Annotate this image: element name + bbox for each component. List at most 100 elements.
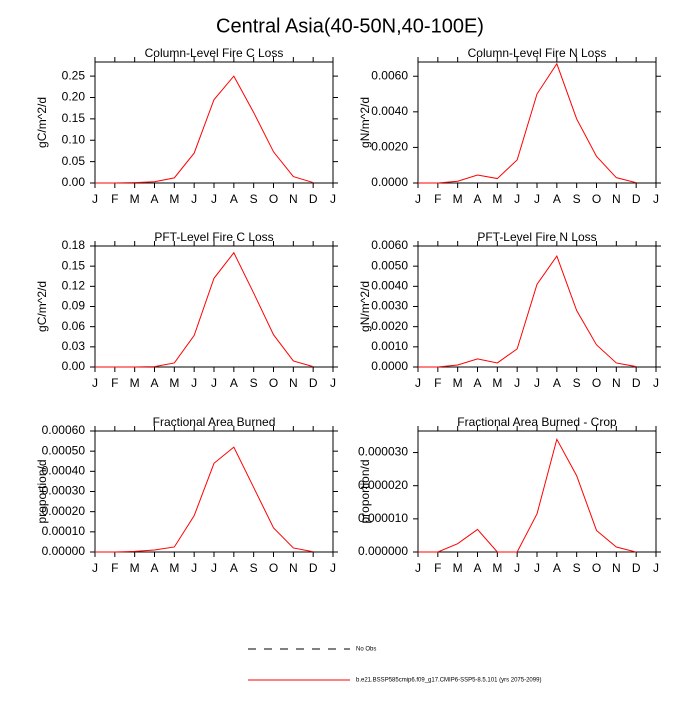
plot-frame	[94, 430, 334, 553]
y-axis-label: gC/m^2/d	[35, 281, 49, 332]
x-tick-label: J	[330, 561, 336, 575]
x-tick-label: N	[289, 192, 298, 206]
y-tick-label: 0.00	[62, 359, 86, 373]
y-tick-label: 0.06	[62, 319, 86, 333]
x-tick-label: J	[211, 561, 217, 575]
y-tick-label: 0.00050	[42, 443, 86, 457]
y-tick-label: 0.0030	[371, 299, 408, 313]
y-tick-label: 0.15	[62, 258, 86, 272]
x-tick-label: J	[415, 376, 421, 390]
x-tick-label: O	[592, 561, 601, 575]
panel-title: Column-Level Fire N Loss	[468, 46, 607, 60]
x-tick-label: J	[514, 561, 520, 575]
x-tick-label: S	[573, 376, 581, 390]
x-tick-label: J	[534, 561, 540, 575]
y-tick-label: 0.000000	[358, 544, 408, 558]
x-tick-label: S	[250, 376, 258, 390]
y-tick-label: 0.0000	[371, 359, 408, 373]
x-tick-label: A	[553, 561, 561, 575]
x-tick-label: F	[111, 192, 118, 206]
x-tick-label: D	[309, 561, 318, 575]
x-tick-label: O	[269, 561, 278, 575]
x-tick-label: A	[230, 192, 238, 206]
x-tick-label: M	[492, 561, 502, 575]
x-tick-label: M	[453, 192, 463, 206]
y-tick-label: 0.05	[62, 154, 86, 168]
x-tick-label: S	[573, 192, 581, 206]
y-tick-label: 0.00060	[42, 423, 86, 437]
x-tick-label: J	[191, 376, 197, 390]
x-tick-label: M	[130, 192, 140, 206]
x-tick-label: S	[250, 192, 258, 206]
x-tick-label: J	[92, 376, 98, 390]
x-tick-label: A	[473, 561, 481, 575]
plot-frame	[417, 430, 657, 553]
x-tick-label: A	[230, 376, 238, 390]
x-tick-label: A	[553, 376, 561, 390]
x-tick-label: J	[191, 192, 197, 206]
y-tick-label: 0.00020	[42, 504, 86, 518]
x-tick-label: F	[111, 561, 118, 575]
x-tick-label: D	[309, 192, 318, 206]
x-tick-label: M	[169, 561, 179, 575]
data-line	[95, 251, 314, 368]
y-tick-label: 0.0000	[371, 175, 408, 189]
x-tick-label: M	[130, 561, 140, 575]
y-axis-label: gN/m^2/d	[358, 281, 372, 332]
plot-frame	[94, 245, 334, 368]
x-tick-label: J	[653, 376, 659, 390]
y-tick-label: 0.0060	[371, 238, 408, 252]
x-tick-label: J	[92, 561, 98, 575]
x-tick-label: F	[434, 192, 441, 206]
legend-label: No Obs	[356, 647, 376, 653]
y-tick-label: 0.00030	[42, 484, 86, 498]
y-tick-label: 0.000010	[358, 511, 408, 525]
x-tick-label: J	[330, 192, 336, 206]
y-axis-label: gN/m^2/d	[358, 97, 372, 148]
x-tick-label: J	[653, 192, 659, 206]
x-tick-label: J	[534, 376, 540, 390]
x-tick-label: J	[534, 192, 540, 206]
x-tick-label: N	[289, 561, 298, 575]
figure-title: Central Asia(40-50N,40-100E)	[216, 15, 484, 37]
y-tick-label: 0.0040	[371, 104, 408, 118]
x-tick-label: F	[434, 561, 441, 575]
x-tick-label: M	[453, 376, 463, 390]
x-tick-label: J	[514, 192, 520, 206]
y-tick-label: 0.00010	[42, 524, 86, 538]
y-tick-label: 0.15	[62, 111, 86, 125]
data-line	[418, 437, 637, 553]
x-tick-label: M	[169, 192, 179, 206]
y-tick-label: 0.20	[62, 90, 86, 104]
data-line	[418, 62, 637, 184]
x-tick-label: J	[330, 376, 336, 390]
y-tick-label: 0.000020	[358, 478, 408, 492]
x-tick-label: A	[150, 192, 158, 206]
data-line	[418, 255, 637, 368]
x-tick-label: D	[632, 561, 641, 575]
y-tick-label: 0.0040	[371, 279, 408, 293]
data-line	[95, 446, 314, 553]
x-tick-label: A	[230, 561, 238, 575]
x-tick-label: J	[415, 561, 421, 575]
y-tick-label: 0.25	[62, 68, 86, 82]
x-tick-label: J	[211, 376, 217, 390]
x-tick-label: D	[632, 192, 641, 206]
x-tick-label: F	[434, 376, 441, 390]
x-tick-label: D	[632, 376, 641, 390]
x-tick-label: M	[492, 376, 502, 390]
x-tick-label: N	[289, 376, 298, 390]
y-tick-label: 0.0060	[371, 68, 408, 82]
x-tick-label: A	[150, 376, 158, 390]
x-tick-label: J	[211, 192, 217, 206]
x-tick-label: S	[573, 561, 581, 575]
x-tick-label: O	[269, 192, 278, 206]
x-tick-label: O	[592, 376, 601, 390]
y-tick-label: 0.18	[62, 238, 86, 252]
x-tick-label: A	[473, 376, 481, 390]
plot-frame	[417, 61, 657, 184]
y-tick-label: 0.00000	[42, 544, 86, 558]
x-tick-label: J	[415, 192, 421, 206]
y-tick-label: 0.000030	[358, 445, 408, 459]
